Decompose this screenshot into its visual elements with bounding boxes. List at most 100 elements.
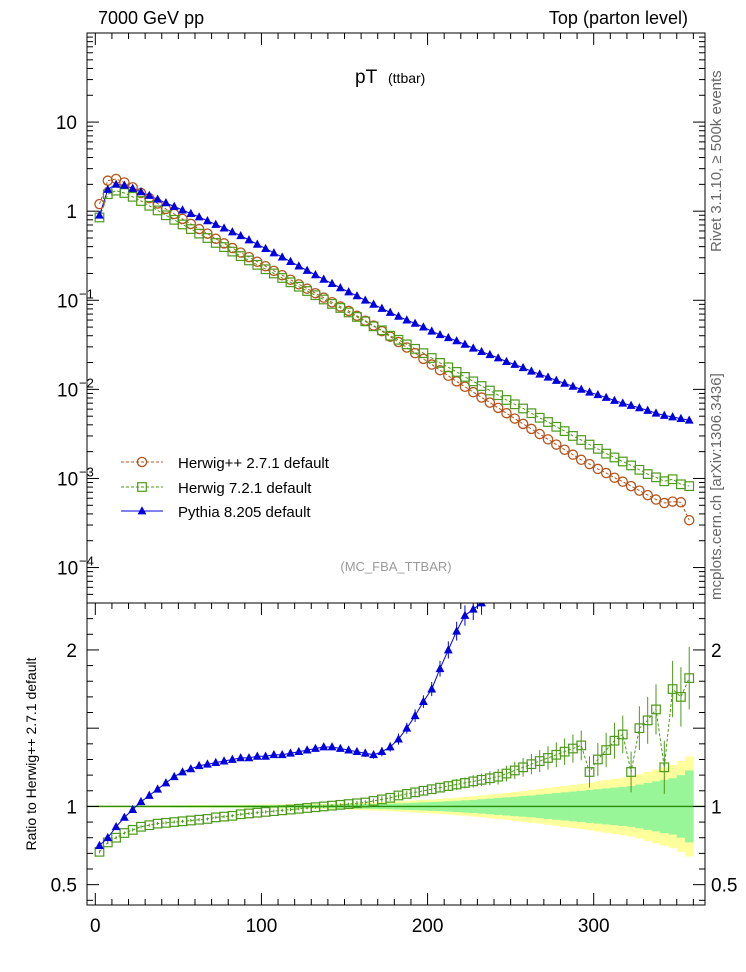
data-point-circle: [451, 376, 462, 387]
data-point-triangle: [452, 336, 462, 345]
data-point-circle: [542, 434, 554, 445]
data-point-triangle: [161, 198, 171, 207]
ratio-point-triangle: [519, 489, 528, 497]
data-point-triangle: [668, 412, 678, 421]
data-point-triangle: [219, 223, 229, 232]
y-tick-label: 1: [66, 202, 77, 223]
ratio-point-triangle: [593, 277, 602, 285]
data-point-triangle: [385, 307, 395, 316]
ratio-point-triangle: [286, 748, 295, 757]
data-point-triangle: [95, 210, 104, 219]
ratio-point-square: [601, 745, 612, 755]
data-point-square: [302, 286, 313, 296]
data-point-circle: [609, 472, 620, 483]
data-point-circle: [94, 198, 105, 210]
data-point-triangle: [277, 252, 287, 261]
ratio-point-triangle: [468, 604, 478, 613]
ratio-y-label-left: 1: [66, 797, 77, 818]
data-point-square: [559, 426, 570, 437]
data-point-triangle: [435, 329, 445, 339]
data-point-triangle: [676, 413, 686, 422]
ratio-point-square: [609, 735, 620, 746]
data-point-triangle: [651, 408, 661, 417]
data-point-triangle: [510, 359, 520, 368]
data-point-triangle: [369, 299, 378, 308]
data-point-triangle: [178, 205, 187, 214]
ratio-point-triangle: [427, 684, 437, 693]
data-point-square: [202, 233, 213, 243]
data-point-circle: [559, 444, 570, 455]
ratio-point-triangle: [327, 742, 337, 751]
data-point-square: [543, 417, 553, 427]
ratio-point-triangle: [119, 812, 129, 821]
ratio-point-triangle: [652, 113, 661, 121]
ratio-point-triangle: [211, 757, 221, 767]
ratio-point-triangle: [627, 184, 636, 192]
data-point-triangle: [460, 339, 470, 348]
data-point-circle: [667, 496, 678, 507]
data-point-circle: [634, 485, 645, 496]
ratio-point-triangle: [227, 754, 237, 763]
ratio-point-triangle: [477, 603, 486, 607]
data-point-triangle: [186, 208, 196, 217]
ratio-point-triangle: [219, 756, 229, 765]
data-point-triangle: [560, 378, 570, 387]
ratio-point-triangle: [153, 784, 163, 793]
ratio-point-triangle: [128, 804, 138, 813]
data-point-circle: [467, 386, 479, 398]
data-point-triangle: [111, 179, 121, 188]
ratio-point-triangle: [252, 751, 262, 760]
ratio-point-square: [592, 754, 603, 765]
ratio-plot-area: [87, 19, 705, 857]
ratio-frame: [86, 602, 706, 906]
data-point-triangle: [610, 395, 619, 404]
legend-marker-square: [137, 482, 147, 492]
data-point-circle: [476, 392, 487, 403]
ratio-point-triangle: [685, 19, 694, 27]
ratio-point-square: [576, 740, 587, 751]
analysis-watermark: (MC_FBA_TTBAR): [340, 559, 451, 574]
data-point-triangle: [568, 381, 578, 390]
ratio-point-triangle: [161, 778, 171, 787]
data-point-circle: [418, 353, 429, 365]
series-line-square: [99, 190, 690, 487]
ratio-point-triangle: [319, 742, 329, 751]
data-point-circle: [426, 359, 437, 370]
data-point-triangle: [136, 187, 146, 196]
chart-title-sub: (ttbar): [388, 70, 425, 86]
data-point-triangle: [103, 184, 113, 193]
data-point-triangle: [419, 322, 428, 331]
y-tick-label: 10: [57, 291, 78, 312]
data-point-circle: [509, 413, 521, 424]
data-point-triangle: [119, 180, 129, 189]
data-point-triangle: [626, 400, 636, 409]
ratio-point-triangle: [244, 753, 254, 762]
ratio-point-triangle: [169, 771, 179, 781]
ratio-y-label-left: 0.5: [51, 876, 77, 897]
ratio-point-triangle: [402, 723, 412, 732]
data-point-triangle: [128, 183, 138, 192]
ratio-point-square: [651, 704, 661, 715]
data-point-circle: [484, 397, 496, 408]
data-point-circle: [659, 497, 670, 509]
y-tick-label: 10: [57, 559, 78, 580]
ratio-point-triangle: [410, 710, 420, 720]
y-tick-exponent: −2: [79, 375, 94, 390]
data-point-triangle: [286, 256, 295, 265]
data-point-triangle: [427, 326, 437, 335]
data-point-triangle: [169, 201, 179, 210]
data-point-triangle: [252, 239, 262, 248]
data-point-circle: [592, 463, 604, 475]
ratio-point-square: [642, 715, 653, 726]
ratio-point-triangle: [585, 301, 594, 309]
ratio-point-square: [684, 673, 695, 684]
ratio-point-triangle: [569, 348, 578, 356]
header-right: Top (parton level): [548, 8, 688, 28]
data-point-triangle: [535, 369, 545, 378]
ratio-point-triangle: [95, 840, 104, 849]
ratio-y-label-right: 1: [711, 797, 722, 818]
data-point-circle: [285, 274, 296, 285]
ratio-point-triangle: [435, 663, 445, 673]
data-point-square: [460, 372, 470, 382]
ratio-y-label-left: 2: [66, 641, 77, 662]
